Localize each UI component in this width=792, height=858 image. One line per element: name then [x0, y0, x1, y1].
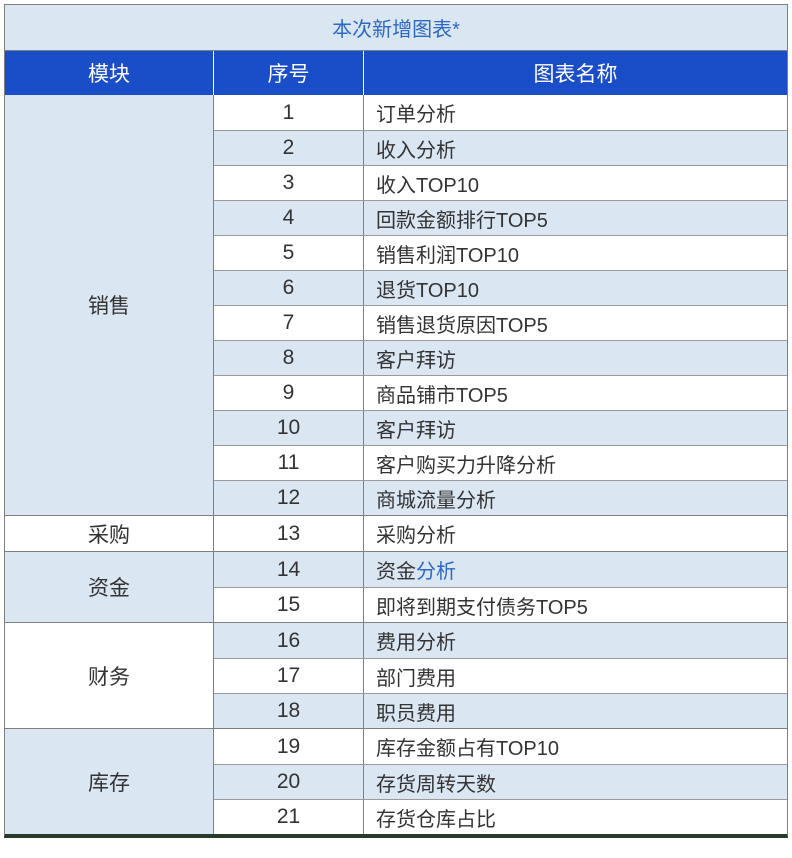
- table-row: 4回款金额排行TOP5: [214, 200, 787, 235]
- table-row: 20存货周转天数: [214, 764, 787, 799]
- seq-cell: 20: [214, 765, 364, 799]
- rows-container: 19库存金额占有TOP1020存货周转天数21存货仓库占比: [214, 729, 787, 834]
- name-cell: 收入TOP10: [364, 166, 787, 200]
- name-cell: 资金分析: [364, 552, 787, 587]
- seq-cell: 9: [214, 376, 364, 410]
- name-cell: 回款金额排行TOP5: [364, 201, 787, 235]
- table-row: 2收入分析: [214, 130, 787, 165]
- rows-container: 16费用分析17部门费用18职员费用: [214, 623, 787, 728]
- name-cell: 存货周转天数: [364, 765, 787, 799]
- table-row: 18职员费用: [214, 693, 787, 728]
- module-group: 财务16费用分析17部门费用18职员费用: [5, 622, 787, 728]
- table-title: 本次新增图表*: [5, 5, 787, 51]
- seq-cell: 21: [214, 800, 364, 834]
- name-cell: 费用分析: [364, 623, 787, 658]
- seq-cell: 8: [214, 341, 364, 375]
- seq-cell: 18: [214, 694, 364, 728]
- seq-cell: 2: [214, 131, 364, 165]
- name-cell: 客户购买力升降分析: [364, 446, 787, 480]
- module-group: 销售1订单分析2收入分析3收入TOP104回款金额排行TOP55销售利润TOP1…: [5, 95, 787, 515]
- seq-cell: 16: [214, 623, 364, 658]
- table-row: 14资金分析: [214, 552, 787, 587]
- table-row: 3收入TOP10: [214, 165, 787, 200]
- rows-container: 14资金分析15即将到期支付债务TOP5: [214, 552, 787, 622]
- seq-cell: 19: [214, 729, 364, 764]
- table-header: 模块 序号 图表名称: [5, 51, 787, 95]
- module-cell: 库存: [5, 729, 214, 834]
- name-cell: 客户拜访: [364, 341, 787, 375]
- module-cell: 资金: [5, 552, 214, 622]
- rows-container: 1订单分析2收入分析3收入TOP104回款金额排行TOP55销售利润TOP106…: [214, 95, 787, 515]
- module-group: 采购13采购分析: [5, 515, 787, 551]
- name-cell: 商城流量分析: [364, 481, 787, 515]
- seq-cell: 4: [214, 201, 364, 235]
- module-group: 资金14资金分析15即将到期支付债务TOP5: [5, 551, 787, 622]
- name-text: 资金: [376, 555, 416, 584]
- chart-table: 本次新增图表* 模块 序号 图表名称 销售1订单分析2收入分析3收入TOP104…: [4, 4, 788, 838]
- name-cell: 职员费用: [364, 694, 787, 728]
- name-cell: 部门费用: [364, 659, 787, 693]
- seq-cell: 7: [214, 306, 364, 340]
- name-cell: 收入分析: [364, 131, 787, 165]
- table-row: 6退货TOP10: [214, 270, 787, 305]
- module-cell: 销售: [5, 95, 214, 515]
- header-module: 模块: [5, 51, 214, 95]
- table-row: 10客户拜访: [214, 410, 787, 445]
- table-row: 5销售利润TOP10: [214, 235, 787, 270]
- module-cell: 财务: [5, 623, 214, 728]
- seq-cell: 12: [214, 481, 364, 515]
- table-row: 7销售退货原因TOP5: [214, 305, 787, 340]
- name-cell: 存货仓库占比: [364, 800, 787, 834]
- seq-cell: 3: [214, 166, 364, 200]
- seq-cell: 10: [214, 411, 364, 445]
- name-cell: 库存金额占有TOP10: [364, 729, 787, 764]
- module-group: 库存19库存金额占有TOP1020存货周转天数21存货仓库占比: [5, 728, 787, 834]
- seq-cell: 5: [214, 236, 364, 270]
- table-row: 9商品铺市TOP5: [214, 375, 787, 410]
- name-cell: 采购分析: [364, 516, 787, 551]
- table-body: 销售1订单分析2收入分析3收入TOP104回款金额排行TOP55销售利润TOP1…: [5, 95, 787, 834]
- seq-cell: 13: [214, 516, 364, 551]
- module-cell: 采购: [5, 516, 214, 551]
- name-link[interactable]: 分析: [416, 555, 456, 584]
- name-cell: 退货TOP10: [364, 271, 787, 305]
- name-cell: 销售利润TOP10: [364, 236, 787, 270]
- seq-cell: 6: [214, 271, 364, 305]
- table-row: 12商城流量分析: [214, 480, 787, 515]
- seq-cell: 11: [214, 446, 364, 480]
- seq-cell: 14: [214, 552, 364, 587]
- name-cell: 商品铺市TOP5: [364, 376, 787, 410]
- header-seq: 序号: [214, 51, 364, 95]
- table-row: 1订单分析: [214, 95, 787, 130]
- seq-cell: 1: [214, 95, 364, 130]
- seq-cell: 17: [214, 659, 364, 693]
- name-cell: 销售退货原因TOP5: [364, 306, 787, 340]
- table-row: 15即将到期支付债务TOP5: [214, 587, 787, 622]
- name-cell: 订单分析: [364, 95, 787, 130]
- seq-cell: 15: [214, 588, 364, 622]
- rows-container: 13采购分析: [214, 516, 787, 551]
- table-row: 11客户购买力升降分析: [214, 445, 787, 480]
- table-row: 17部门费用: [214, 658, 787, 693]
- table-row: 16费用分析: [214, 623, 787, 658]
- name-cell: 即将到期支付债务TOP5: [364, 588, 787, 622]
- name-cell: 客户拜访: [364, 411, 787, 445]
- header-name: 图表名称: [364, 51, 787, 95]
- table-row: 21存货仓库占比: [214, 799, 787, 834]
- table-row: 19库存金额占有TOP10: [214, 729, 787, 764]
- table-row: 8客户拜访: [214, 340, 787, 375]
- table-row: 13采购分析: [214, 516, 787, 551]
